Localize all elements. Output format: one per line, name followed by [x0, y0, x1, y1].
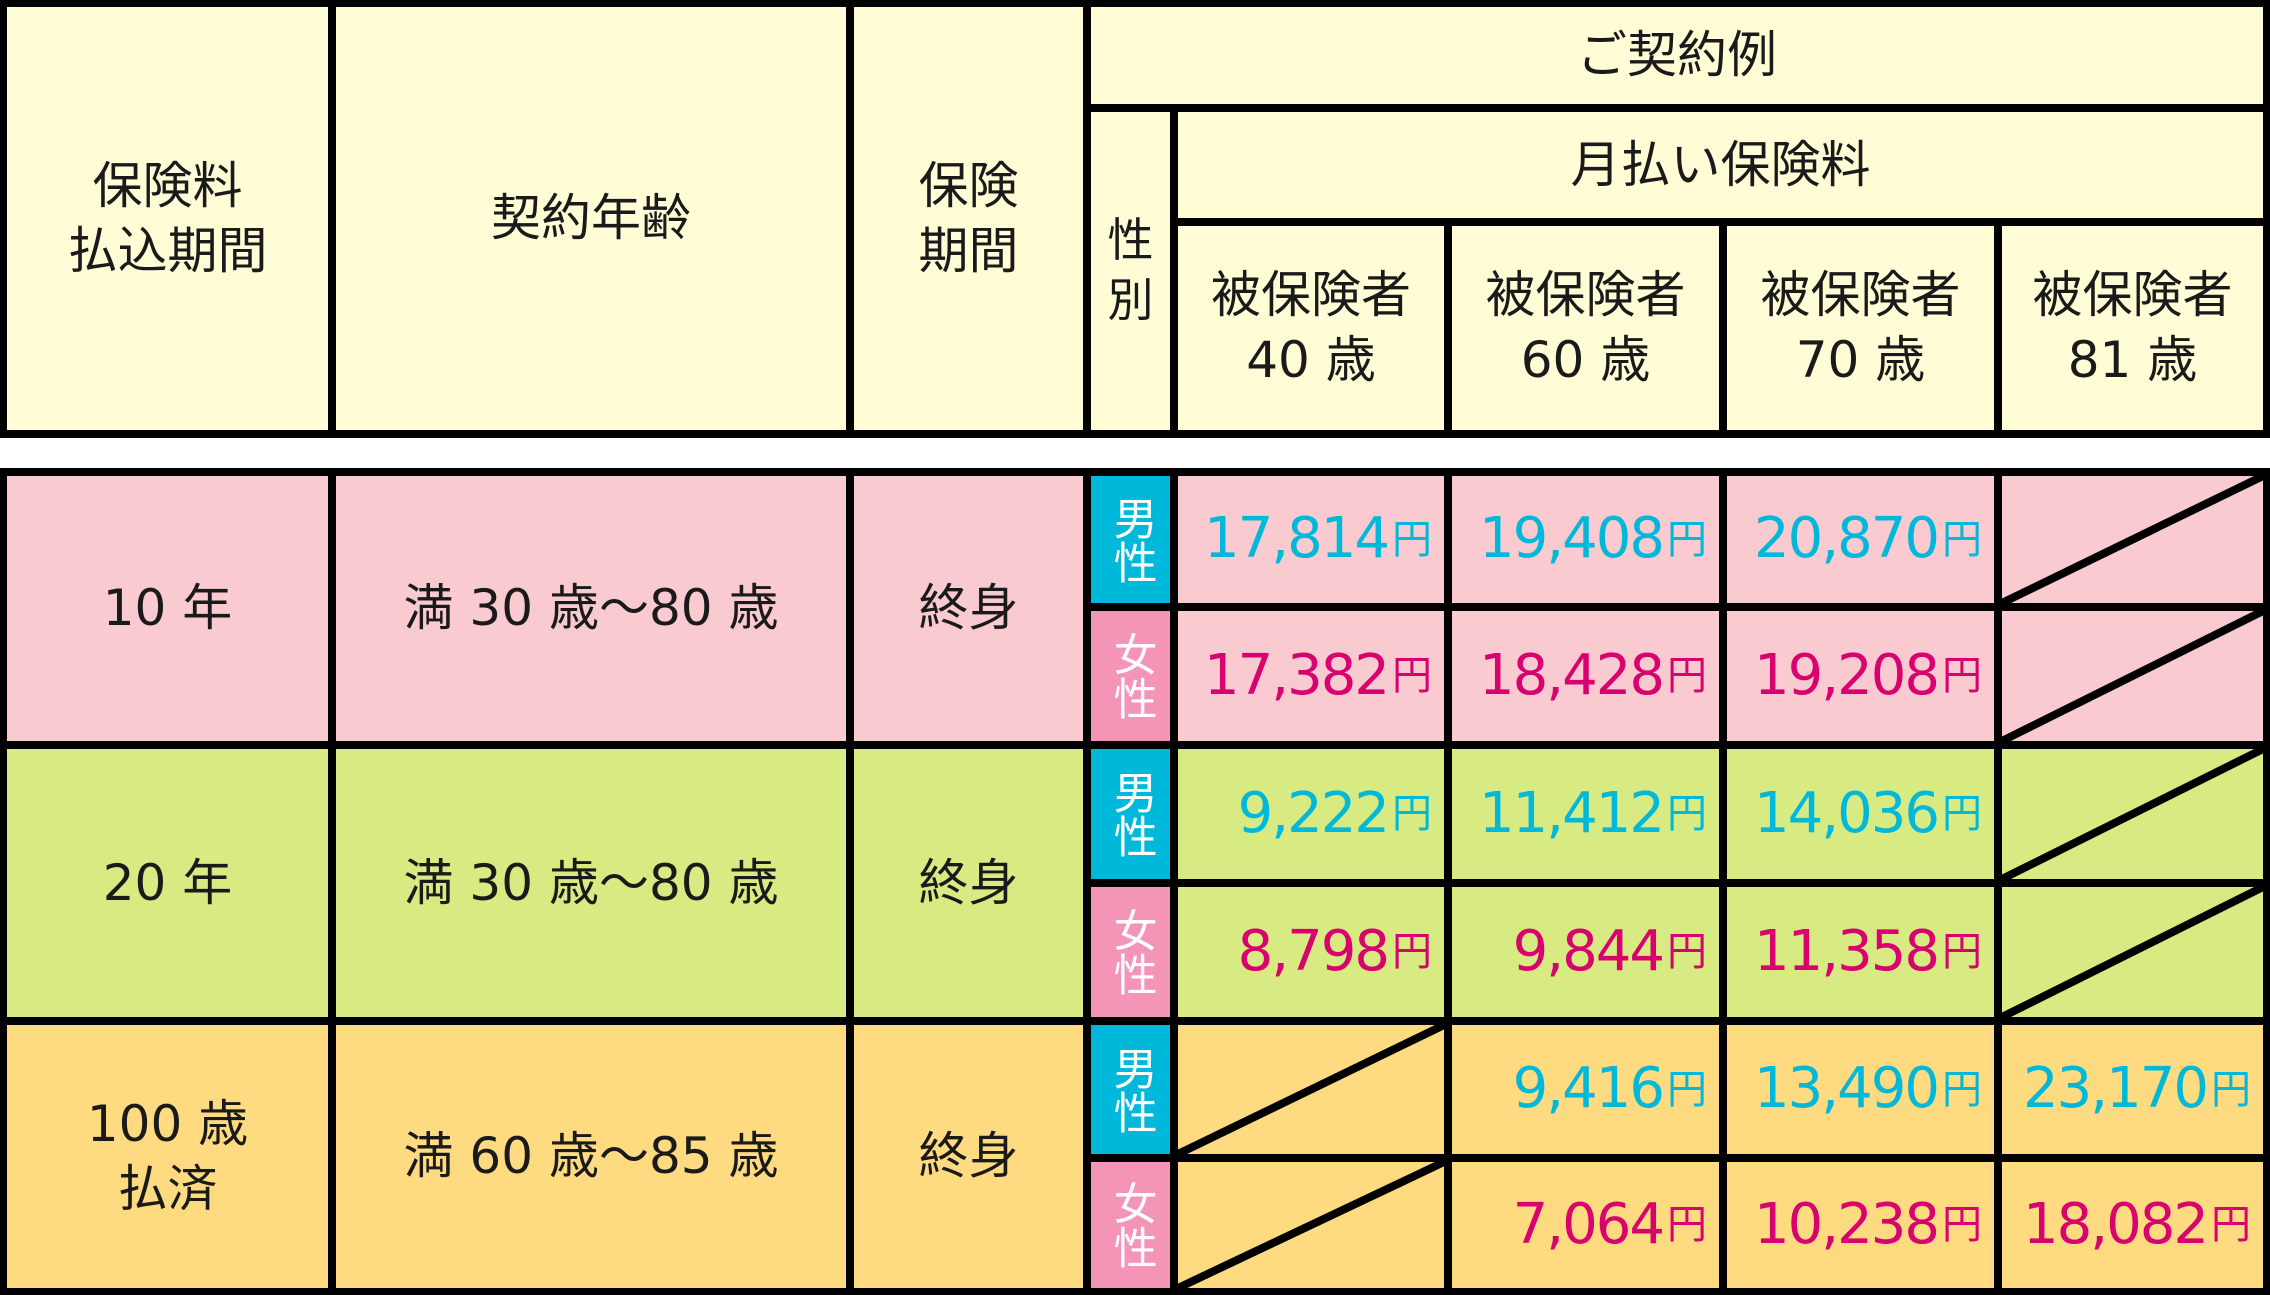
premium-female: 11,358 円: [1727, 887, 1994, 1017]
row-coverage: 終身: [854, 476, 1083, 741]
premium-female: 19,208 円: [1727, 611, 1994, 741]
premium-amount: 19,408: [1479, 506, 1665, 572]
male-label: 男性: [1091, 749, 1170, 879]
yen-unit: 円: [1942, 516, 1982, 563]
header-payment-period: 保険料 払込期間: [7, 7, 328, 430]
yen-unit: 円: [2211, 1066, 2251, 1113]
premium-male: 19,408 円: [1452, 476, 1719, 603]
female-label: 女性: [1091, 611, 1170, 741]
female-label: 女性: [1091, 1162, 1170, 1288]
male-label: 男性: [1091, 1025, 1170, 1154]
premium-female: 18,428 円: [1452, 611, 1719, 741]
premium-amount: 17,382: [1204, 642, 1390, 708]
diagonal-slash-icon: [2002, 611, 2263, 741]
row-coverage: 終身: [854, 749, 1083, 1017]
yen-unit: 円: [1667, 1066, 1707, 1113]
header-sex: 性別: [1091, 112, 1170, 430]
yen-unit: 円: [1392, 791, 1432, 837]
not-applicable-slash: [2002, 749, 2263, 879]
row-period: 10 年: [7, 476, 328, 741]
yen-unit: 円: [1392, 516, 1432, 563]
yen-unit: 円: [1942, 653, 1982, 699]
premium-female: 9,844 円: [1452, 887, 1719, 1017]
row-contract-age: 満 30 歳〜80 歳: [336, 749, 846, 1017]
separator: [0, 438, 2270, 468]
premium-male: 17,814 円: [1178, 476, 1444, 603]
diagonal-slash-icon: [1178, 1162, 1444, 1288]
premium-amount: 13,490: [1754, 1056, 1940, 1122]
premium-male: 23,170 円: [2002, 1025, 2263, 1154]
not-applicable-slash: [2002, 476, 2263, 603]
female-label: 女性: [1091, 887, 1170, 1017]
premium-male: 11,412 円: [1452, 749, 1719, 879]
row-contract-age: 満 30 歳〜80 歳: [336, 476, 846, 741]
row-coverage: 終身: [854, 1025, 1083, 1288]
header-age-0: 被保険者 40 歳: [1178, 226, 1444, 430]
premium-amount: 18,082: [2023, 1191, 2209, 1257]
not-applicable-slash: [2002, 611, 2263, 741]
premium-male: 14,036 円: [1727, 749, 1994, 879]
yen-unit: 円: [1392, 929, 1432, 975]
premium-female: 17,382 円: [1178, 611, 1444, 741]
header-monthly-premium: 月払い保険料: [1178, 112, 2263, 218]
premium-female: 7,064 円: [1452, 1162, 1719, 1288]
premium-amount: 7,064: [1512, 1191, 1665, 1257]
premium-amount: 19,208: [1754, 642, 1940, 708]
diagonal-slash-icon: [2002, 749, 2263, 879]
yen-unit: 円: [1667, 516, 1707, 563]
premium-amount: 17,814: [1204, 506, 1390, 572]
row-period: 100 歳 払済: [7, 1025, 328, 1288]
header-age-1: 被保険者 60 歳: [1452, 226, 1719, 430]
yen-unit: 円: [1667, 791, 1707, 837]
premium-amount: 20,870: [1754, 506, 1940, 572]
premium-amount: 11,358: [1754, 918, 1940, 984]
header-age-2: 被保険者 70 歳: [1727, 226, 1994, 430]
yen-unit: 円: [1667, 929, 1707, 975]
diagonal-slash-icon: [1178, 1025, 1444, 1154]
premium-female: 8,798 円: [1178, 887, 1444, 1017]
premium-male: 9,222 円: [1178, 749, 1444, 879]
premium-female: 10,238 円: [1727, 1162, 1994, 1288]
premium-female: 18,082 円: [2002, 1162, 2263, 1288]
premium-amount: 11,412: [1479, 780, 1665, 846]
yen-unit: 円: [1942, 791, 1982, 837]
yen-unit: 円: [1942, 929, 1982, 975]
premium-amount: 14,036: [1754, 780, 1940, 846]
premium-male: 9,416 円: [1452, 1025, 1719, 1154]
diagonal-slash-icon: [2002, 887, 2263, 1017]
premium-amount: 9,844: [1512, 918, 1665, 984]
diagonal-slash-icon: [2002, 476, 2263, 603]
premium-amount: 10,238: [1754, 1191, 1940, 1257]
header-contract-example: ご契約例: [1091, 7, 2263, 104]
header-coverage-period: 保険 期間: [854, 7, 1083, 430]
header-age-3: 被保険者 81 歳: [2002, 226, 2263, 430]
not-applicable-slash: [1178, 1025, 1444, 1154]
premium-amount: 9,416: [1512, 1056, 1665, 1122]
yen-unit: 円: [2211, 1202, 2251, 1248]
yen-unit: 円: [1392, 653, 1432, 699]
row-period: 20 年: [7, 749, 328, 1017]
yen-unit: 円: [1667, 1202, 1707, 1248]
not-applicable-slash: [1178, 1162, 1444, 1288]
not-applicable-slash: [2002, 887, 2263, 1017]
premium-amount: 23,170: [2023, 1056, 2209, 1122]
yen-unit: 円: [1942, 1066, 1982, 1113]
premium-amount: 18,428: [1479, 642, 1665, 708]
male-label: 男性: [1091, 476, 1170, 603]
yen-unit: 円: [1667, 653, 1707, 699]
premium-amount: 8,798: [1237, 918, 1390, 984]
header-contract-age: 契約年齢: [336, 7, 846, 430]
premium-male: 13,490 円: [1727, 1025, 1994, 1154]
premium-male: 20,870 円: [1727, 476, 1994, 603]
premium-amount: 9,222: [1237, 780, 1390, 846]
yen-unit: 円: [1942, 1202, 1982, 1248]
row-contract-age: 満 60 歳〜85 歳: [336, 1025, 846, 1288]
